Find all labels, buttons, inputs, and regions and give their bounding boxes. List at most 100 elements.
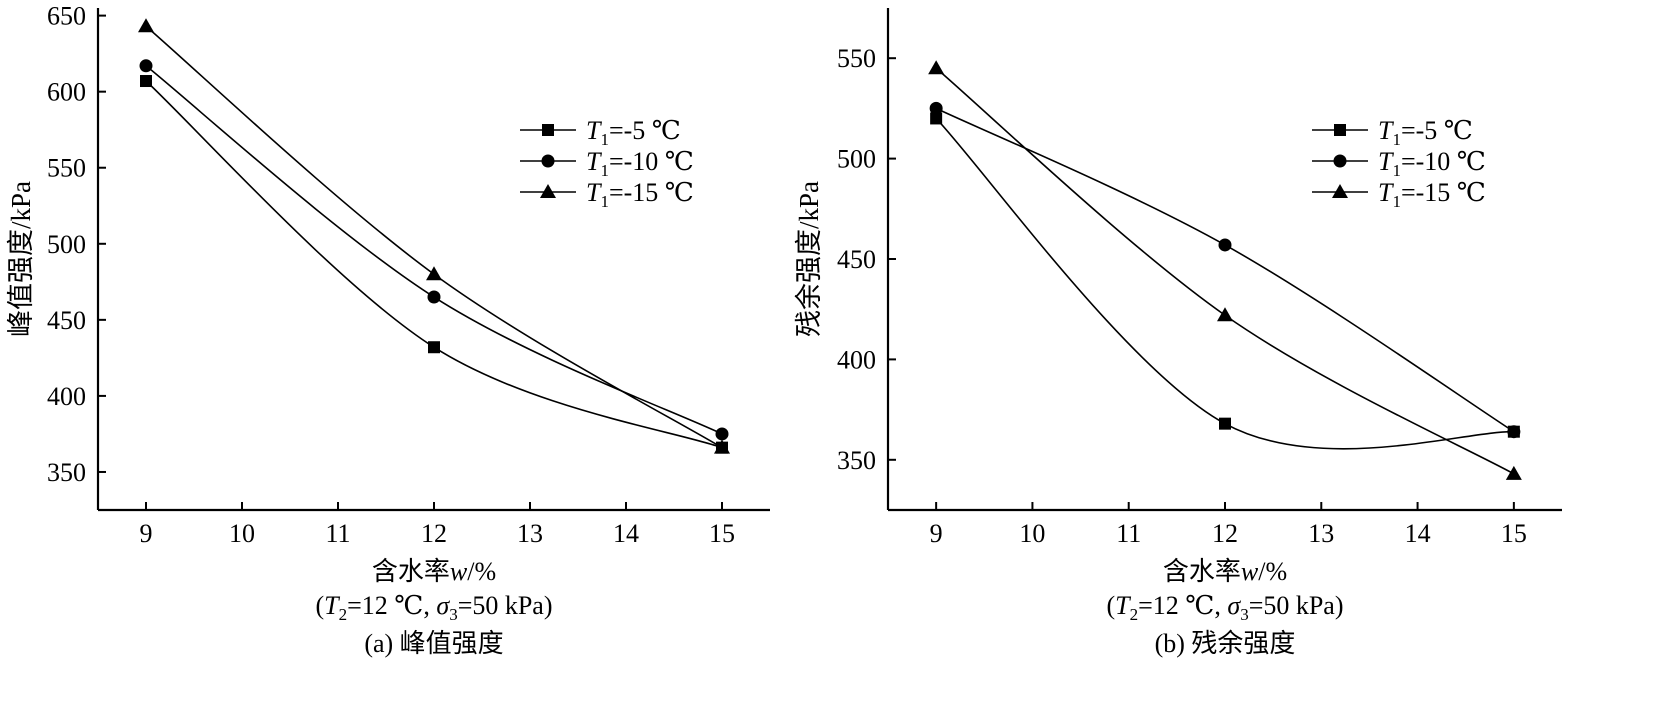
legend-label: T1=-15 ℃: [586, 178, 694, 211]
legend-var: T: [586, 178, 602, 207]
x-tick-label: 11: [325, 519, 350, 548]
legend: T1=-5 ℃T1=-10 ℃T1=-15 ℃: [1312, 116, 1486, 211]
data-point-triangle: [138, 18, 154, 33]
x-tick-label: 9: [140, 519, 153, 548]
legend-rest: =-5 ℃: [1401, 116, 1473, 145]
x-tick-label: 13: [1308, 519, 1334, 548]
x-axis-label-unit: /%: [467, 557, 496, 586]
legend-label: T1=-5 ℃: [1378, 116, 1473, 149]
x-tick-label: 9: [930, 519, 943, 548]
panel-a: 9 10 11 12 13 14 15350400450500550600650T1=-5 …: [6, 2, 770, 658]
y-tick-label: 550: [837, 44, 876, 73]
legend-marker-triangle: [540, 184, 556, 198]
condition-text: (T2=12 ℃, σ3=50 kPa): [1106, 591, 1343, 624]
data-point-circle: [427, 290, 441, 304]
data-point-triangle: [714, 439, 730, 454]
condition-part: =12 ℃,: [1138, 591, 1227, 620]
condition-sub: 3: [449, 605, 458, 624]
x-tick-label: 14: [613, 519, 639, 548]
legend: T1=-5 ℃T1=-10 ℃T1=-15 ℃: [520, 116, 694, 211]
panel-caption: (b) 残余强度: [1155, 629, 1296, 658]
condition-part: =50 kPa): [458, 591, 553, 620]
y-axis-label: 峰值强度/kPa: [6, 181, 36, 337]
data-point-triangle: [1217, 307, 1233, 322]
condition-var: T: [324, 591, 340, 620]
legend-var: T: [1378, 178, 1394, 207]
condition-var: σ: [1227, 591, 1241, 620]
legend-rest: =-5 ℃: [609, 116, 681, 145]
legend-rest: =-15 ℃: [1401, 178, 1486, 207]
legend-label: T1=-15 ℃: [1378, 178, 1486, 211]
condition-part: =50 kPa): [1249, 591, 1344, 620]
y-tick-label: 400: [47, 382, 86, 411]
y-tick-label: 650: [47, 2, 86, 31]
data-point-circle: [139, 59, 153, 73]
x-tick-label: 15: [1501, 519, 1527, 548]
y-tick-label: 350: [47, 458, 86, 487]
data-point-triangle: [1505, 465, 1522, 480]
legend-rest: =-10 ℃: [609, 147, 694, 176]
condition-text: (T2=12 ℃, σ3=50 kPa): [315, 591, 552, 624]
x-tick-label: 13: [517, 519, 543, 548]
legend-marker-circle: [1333, 154, 1347, 168]
data-point-square: [1219, 417, 1231, 430]
legend-sub: 1: [1392, 192, 1401, 211]
legend-var: T: [1378, 116, 1394, 145]
legend-marker-triangle: [1332, 184, 1348, 198]
y-tick-label: 550: [47, 154, 86, 183]
legend-sub: 1: [1392, 130, 1401, 149]
condition-sub: 2: [1130, 605, 1139, 624]
data-point-circle: [715, 427, 729, 441]
condition-var: σ: [436, 591, 450, 620]
legend-rest: =-10 ℃: [1401, 147, 1486, 176]
x-tick-label: 10: [229, 519, 255, 548]
x-axis-label-var: w: [450, 557, 468, 586]
y-tick-label: 400: [837, 345, 876, 374]
series-line: [145, 25, 723, 449]
data-point-square: [930, 112, 943, 125]
legend-marker-circle: [541, 154, 555, 168]
x-axis-label-text: 含水率: [372, 557, 450, 586]
legend-label: T1=-5 ℃: [586, 116, 681, 149]
condition-sub: 2: [339, 605, 348, 624]
panel-caption: (a) 峰值强度: [364, 629, 503, 658]
data-point-triangle: [928, 60, 945, 75]
y-tick-label: 500: [47, 230, 86, 259]
x-axis-label-unit: /%: [1258, 557, 1287, 586]
series-line: [935, 117, 1514, 450]
x-tick-label: 12: [1212, 519, 1238, 548]
legend-var: T: [586, 116, 602, 145]
data-point-circle: [1218, 238, 1232, 252]
data-point-circle: [1507, 425, 1521, 439]
x-axis-label: 含水率w/%: [1163, 557, 1287, 586]
legend-label: T1=-10 ℃: [586, 147, 694, 180]
legend-var: T: [586, 147, 602, 176]
data-point-triangle: [426, 266, 442, 281]
x-tick-label: 10: [1019, 519, 1045, 548]
legend-sub: 1: [600, 130, 609, 149]
legend-marker-square: [1334, 124, 1346, 136]
condition-var: T: [1115, 591, 1131, 620]
x-axis-label: 含水率w/%: [372, 557, 496, 586]
legend-label: T1=-10 ℃: [1378, 147, 1486, 180]
data-point-square: [428, 341, 440, 354]
y-axis-label: 残余强度/kPa: [794, 181, 824, 337]
data-point-square: [140, 75, 152, 88]
legend-var: T: [1378, 147, 1394, 176]
y-tick-label: 500: [837, 145, 876, 174]
x-axis-label-text: 含水率: [1163, 557, 1241, 586]
x-tick-label: 15: [709, 519, 735, 548]
y-tick-label: 600: [47, 78, 86, 107]
legend-rest: =-15 ℃: [609, 178, 694, 207]
legend-sub: 1: [600, 161, 609, 180]
legend-marker-square: [542, 124, 554, 136]
y-tick-label: 450: [47, 306, 86, 335]
x-tick-label: 14: [1405, 519, 1431, 548]
y-tick-label: 350: [837, 446, 876, 475]
condition-part: (: [1106, 591, 1115, 620]
condition-part: (: [315, 591, 324, 620]
x-tick-label: 11: [1116, 519, 1141, 548]
condition-sub: 3: [1240, 605, 1249, 624]
data-point-circle: [929, 101, 943, 115]
